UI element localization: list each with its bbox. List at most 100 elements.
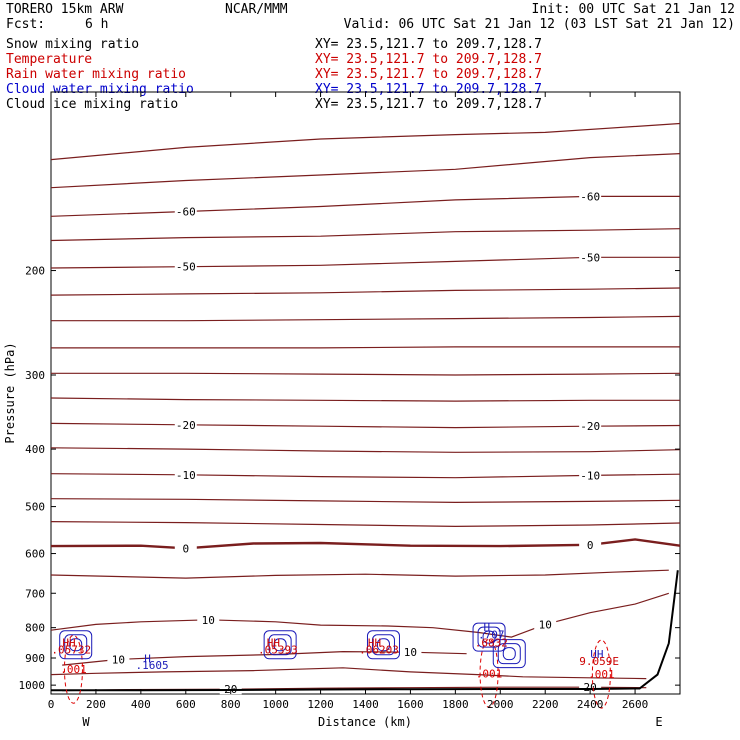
- extremum-label: .05393: [258, 644, 298, 657]
- isotherm-label-bg: [219, 683, 242, 695]
- isotherm-label: 0: [182, 542, 189, 555]
- extremum-label: H: [483, 621, 490, 634]
- isotherm-label: -50: [580, 251, 600, 264]
- isotherm-label-bg: [174, 418, 197, 430]
- x-axis: 0 200 400 600 800 1000 1200 1400 1600 1800 2000 220…: [48, 92, 649, 711]
- rain-contour: [63, 634, 83, 704]
- y-tick-label: 600: [25, 548, 45, 561]
- extremum-label: .1605: [136, 659, 169, 672]
- isotherm-label-bg: [174, 542, 197, 554]
- x-tick-label: 200: [86, 698, 106, 711]
- valid-label: Valid: 06 UTC Sat 21 Jan 12 (03 LST Sat …: [344, 17, 735, 32]
- x-axis-label: Distance (km): [318, 715, 412, 729]
- extremum-label: .707: [478, 629, 505, 642]
- x-tick-label: 1400: [352, 698, 379, 711]
- isotherm--70: [50, 122, 681, 161]
- isotherm-5: [50, 569, 669, 579]
- center-label: NCAR/MMM: [225, 2, 288, 17]
- legend: Snow mixing ratio XY= 23.5,121.7 to 209.7…: [6, 37, 542, 112]
- cloud-water-contour: [366, 630, 400, 660]
- legend-entry-range: XY= 23.5,121.7 to 209.7,128.7: [315, 37, 542, 52]
- cloud-water-contour: [371, 634, 395, 656]
- isotherm-label: 10: [404, 646, 417, 659]
- legend-entry-range: XY= 23.5,121.7 to 209.7,128.7: [315, 82, 542, 97]
- y-tick-label: 300: [25, 369, 45, 382]
- x-tick-label: 800: [221, 698, 241, 711]
- legend-entry-name: Snow mixing ratio: [6, 37, 139, 52]
- extremum-label: .06203: [359, 644, 399, 657]
- legend-entry-name: Cloud water mixing ratio: [6, 82, 194, 97]
- y-tick-label: 700: [25, 587, 45, 600]
- isotherm-label-bg: [174, 468, 197, 480]
- cloud-water-contour: [482, 630, 496, 644]
- x-tick-label: 600: [176, 698, 196, 711]
- cloud-water-contour: [263, 630, 297, 660]
- rain-contours: .001 .001 .001: [60, 634, 615, 709]
- x-tick-label: 2200: [532, 698, 559, 711]
- east-label: E: [655, 715, 662, 729]
- x-tick-label: 2000: [487, 698, 514, 711]
- cloud-water-contours: [59, 622, 526, 669]
- y-tick-label: 800: [25, 622, 45, 635]
- isotherm-label: -50: [176, 261, 196, 274]
- isotherm--40: [51, 315, 681, 322]
- x-tick-label: 0: [48, 698, 55, 711]
- cloud-water-contour: [502, 647, 516, 661]
- isotherm--15: [50, 447, 681, 453]
- cloud-water-contour: [376, 638, 390, 652]
- x-tick-label: 1600: [397, 698, 424, 711]
- cloud-water-contour: [497, 643, 521, 665]
- isotherm--50: [50, 256, 680, 269]
- isotherm--30: [51, 372, 681, 376]
- isotherm-label-bg: [174, 260, 197, 272]
- isotherm-label-bg: [579, 681, 602, 693]
- cloud-water-contour: [59, 630, 93, 660]
- cloud-water-contour: [472, 622, 506, 652]
- isotherm--60: [50, 153, 681, 189]
- extremum-label: H: [144, 652, 151, 665]
- isotherm-label-bg: [579, 420, 602, 432]
- fcst-value: 6 h: [85, 17, 108, 32]
- x-tick-label: 1800: [442, 698, 469, 711]
- x-tick-label: 2600: [622, 698, 649, 711]
- extrema-labels: HH.05732H.1605HH.05393HH.06203H.707.6832…: [51, 621, 619, 672]
- isotherm-15: [50, 667, 647, 680]
- isotherm-label-bg: [579, 538, 602, 550]
- legend-entry-range: XY= 23.5,121.7 to 209.7,128.7: [315, 97, 542, 112]
- cloud-water-contour: [268, 634, 292, 656]
- rain-contour-label: .001: [588, 668, 615, 681]
- isotherm-label-bg: [579, 469, 602, 481]
- isotherm--10: [50, 473, 681, 479]
- isotherm-label: 0: [587, 539, 594, 552]
- legend-entry-range: XY= 23.5,121.7 to 209.7,128.7: [315, 67, 542, 82]
- extremum-label: UH: [590, 648, 603, 661]
- rain-contour-label: .001: [476, 667, 503, 680]
- x-tick-label: 400: [131, 698, 151, 711]
- extremum-label: HH: [368, 636, 381, 649]
- cloud-water-contour: [69, 638, 83, 652]
- isotherm-label-bg: [579, 190, 602, 202]
- isotherm--60: [50, 195, 680, 217]
- y-tick-label: 500: [25, 501, 45, 514]
- y-tick-label: 200: [25, 265, 45, 278]
- rain-contour: [479, 638, 499, 708]
- y-axis-label: Pressure (hPa): [3, 342, 17, 443]
- rain-contour-label: .001: [60, 663, 87, 676]
- extremum-label: HH: [267, 636, 280, 649]
- y-tick-label: 400: [25, 443, 45, 456]
- cloud-water-contour: [492, 639, 526, 669]
- y-tick-label: 1000: [19, 679, 46, 692]
- x-tick-label: 1000: [262, 698, 289, 711]
- isotherm--55: [50, 228, 681, 242]
- legend-entry-name: Rain water mixing ratio: [6, 67, 186, 82]
- isotherm--25: [50, 397, 680, 402]
- cloud-water-contour: [477, 626, 501, 648]
- isotherm-label: 10: [539, 618, 552, 631]
- isotherm-0: [50, 538, 681, 550]
- isotherm-label-bg: [174, 205, 197, 217]
- isotherm-label-bg: [579, 251, 602, 263]
- extremum-label: .6832: [475, 636, 508, 649]
- cloud-water-contour: [64, 634, 88, 656]
- cloud-water-contour: [273, 638, 287, 652]
